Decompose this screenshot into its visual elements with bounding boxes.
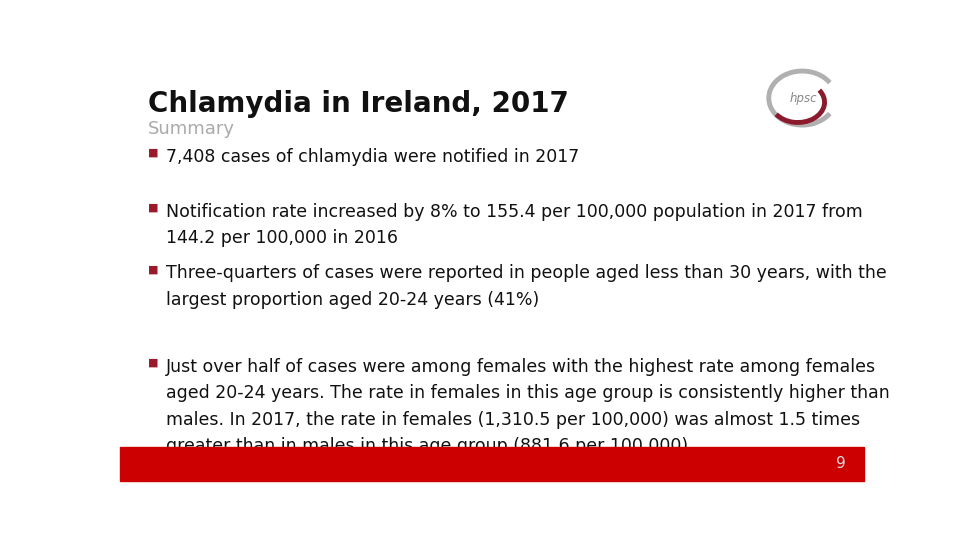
Text: Three-quarters of cases were reported in people aged less than 30 years, with th: Three-quarters of cases were reported in… [166,265,887,309]
Text: ■: ■ [148,358,158,368]
Text: ■: ■ [148,148,158,158]
Text: 9: 9 [835,456,846,471]
Text: Just over half of cases were among females with the highest rate among females
a: Just over half of cases were among femal… [166,358,890,455]
Text: Chlamydia in Ireland, 2017: Chlamydia in Ireland, 2017 [148,90,569,118]
Text: Notification rate increased by 8% to 155.4 per 100,000 population in 2017 from
1: Notification rate increased by 8% to 155… [166,203,863,247]
Text: ■: ■ [148,265,158,274]
Text: Summary: Summary [148,120,235,138]
Text: hpsc: hpsc [790,92,818,105]
Text: ■: ■ [148,203,158,213]
Text: 7,408 cases of chlamydia were notified in 2017: 7,408 cases of chlamydia were notified i… [166,148,580,166]
Bar [120,447,864,481]
